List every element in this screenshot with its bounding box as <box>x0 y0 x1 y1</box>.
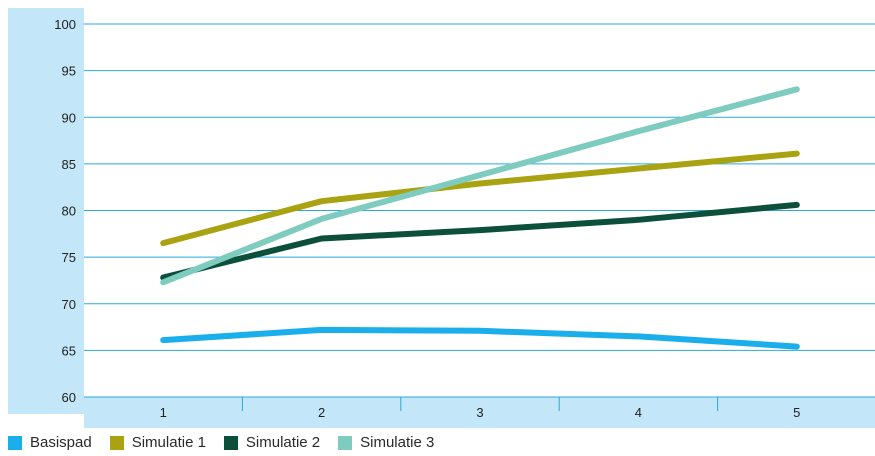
y-tick-label: 65 <box>62 343 76 358</box>
x-tick-label: 5 <box>793 405 800 420</box>
legend-item-basispad: Basispad <box>8 434 92 451</box>
legend: Basispad Simulatie 1 Simulatie 2 Simulat… <box>8 434 434 451</box>
legend-swatch <box>8 435 22 450</box>
y-tick-label: 60 <box>62 390 76 405</box>
x-axis-band <box>84 397 875 428</box>
y-tick-label: 90 <box>62 110 76 125</box>
y-tick-label: 70 <box>62 297 76 312</box>
gridlines <box>84 23 875 398</box>
x-tick-label: 1 <box>160 405 167 420</box>
legend-item-simulatie-3: Simulatie 3 <box>338 434 434 451</box>
y-axis-band <box>8 8 84 414</box>
y-tick-label: 100 <box>54 17 76 32</box>
y-tick-label: 85 <box>62 157 76 172</box>
legend-label: Basispad <box>30 434 92 451</box>
series-line-simulatie-3 <box>160 86 800 286</box>
x-tick-label: 3 <box>476 405 483 420</box>
y-tick-label: 75 <box>62 250 76 265</box>
series-line-simulatie-1 <box>160 150 800 247</box>
series-line-basispad <box>160 326 800 350</box>
y-axis-ticks: 60 65 70 75 80 85 90 95 100 <box>54 17 76 405</box>
series-line-simulatie-2 <box>160 201 800 281</box>
legend-label: Simulatie 3 <box>360 434 435 451</box>
line-chart: 60 65 70 75 80 85 90 95 100 1 2 3 4 5 <box>8 8 875 428</box>
legend-swatch <box>223 435 238 450</box>
x-axis-ticks: 1 2 3 4 5 <box>160 397 800 420</box>
series-lines <box>160 86 800 350</box>
x-tick-label: 4 <box>635 405 642 420</box>
x-tick-label: 2 <box>318 405 325 420</box>
y-tick-label: 80 <box>62 204 76 219</box>
legend-item-simulatie-2: Simulatie 2 <box>223 434 321 451</box>
legend-item-simulatie-1: Simulatie 1 <box>109 434 206 451</box>
legend-swatch <box>338 435 353 450</box>
legend-label: Simulatie 2 <box>245 434 321 451</box>
legend-swatch <box>109 435 124 450</box>
legend-label: Simulatie 1 <box>131 434 206 451</box>
y-tick-label: 95 <box>62 64 76 79</box>
